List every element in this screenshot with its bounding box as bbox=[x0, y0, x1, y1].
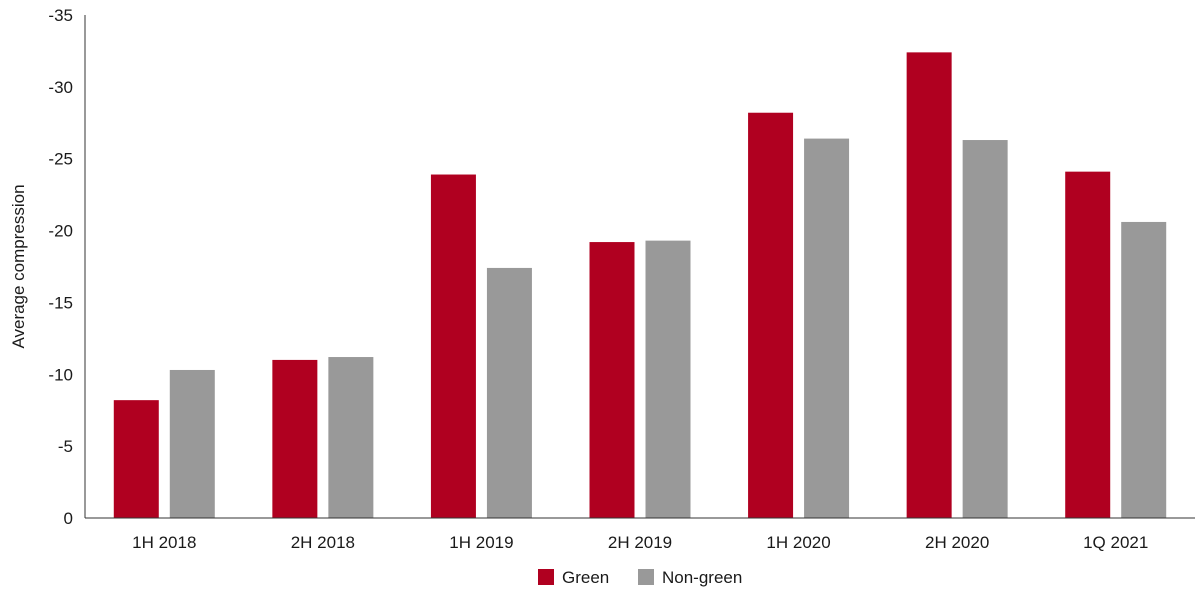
x-tick-label: 2H 2019 bbox=[608, 533, 672, 552]
bar-non-green bbox=[1121, 221, 1167, 518]
legend: Green Non-green bbox=[538, 568, 742, 587]
bar-green bbox=[906, 52, 952, 518]
bar-green bbox=[430, 174, 476, 518]
y-tick-label: 0 bbox=[64, 509, 73, 528]
y-tick-label: -15 bbox=[48, 293, 73, 312]
y-tick-label: -10 bbox=[48, 365, 73, 384]
bar-non-green bbox=[328, 357, 374, 518]
bar-non-green bbox=[962, 140, 1008, 518]
bar-non-green bbox=[645, 240, 691, 519]
bar-non-green bbox=[804, 138, 850, 518]
bar-non-green bbox=[169, 369, 215, 518]
bar-green bbox=[748, 112, 794, 519]
bar-green bbox=[1065, 171, 1111, 519]
legend-label: Non-green bbox=[662, 568, 742, 587]
bar-non-green bbox=[486, 267, 532, 518]
y-tick-label: -30 bbox=[48, 78, 73, 97]
bar-green bbox=[589, 242, 635, 518]
y-axis-title: Average compression bbox=[9, 184, 28, 348]
x-tick-label: 1H 2018 bbox=[132, 533, 196, 552]
y-tick-label: -5 bbox=[58, 437, 73, 456]
bar-green bbox=[272, 359, 318, 518]
y-tick-label: -35 bbox=[48, 6, 73, 25]
legend-swatch bbox=[538, 569, 554, 585]
x-tick-label: 1Q 2021 bbox=[1083, 533, 1148, 552]
x-axis-ticks: 1H 2018 2H 2018 1H 2019 2H 2019 1H 2020 2H 20… bbox=[132, 533, 1148, 552]
bars bbox=[113, 52, 1167, 519]
y-tick-label: -20 bbox=[48, 222, 73, 241]
x-tick-label: 1H 2020 bbox=[766, 533, 830, 552]
bar-green bbox=[113, 400, 159, 518]
legend-label: Green bbox=[562, 568, 609, 587]
legend-swatch bbox=[638, 569, 654, 585]
y-axis-ticks: 0 -5 -10 -15 -20 -25 -30 -35 bbox=[48, 6, 73, 528]
y-tick-label: -25 bbox=[48, 150, 73, 169]
x-tick-label: 2H 2020 bbox=[925, 533, 989, 552]
x-tick-label: 1H 2019 bbox=[449, 533, 513, 552]
x-tick-label: 2H 2018 bbox=[291, 533, 355, 552]
